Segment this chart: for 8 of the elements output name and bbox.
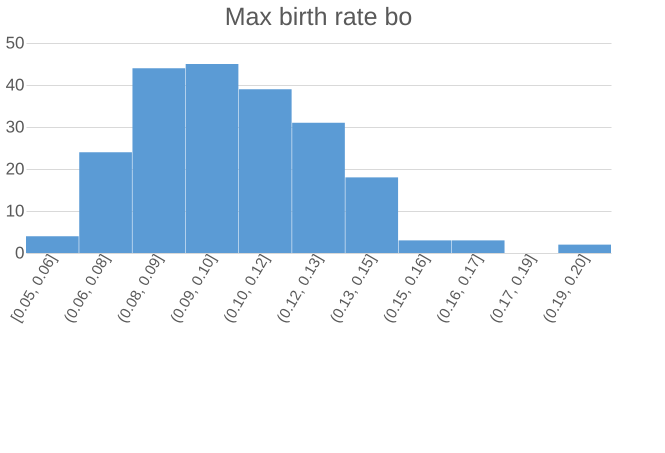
- y-tick-label: 20: [6, 160, 24, 178]
- y-tick-label: 0: [15, 244, 24, 262]
- bar: [558, 244, 611, 253]
- y-tick-label: 40: [6, 76, 24, 94]
- y-tick-label: 30: [6, 118, 24, 136]
- y-tick-label: 10: [6, 202, 24, 220]
- chart-title: Max birth rate bo: [224, 3, 412, 31]
- y-tick-label: 50: [6, 34, 24, 52]
